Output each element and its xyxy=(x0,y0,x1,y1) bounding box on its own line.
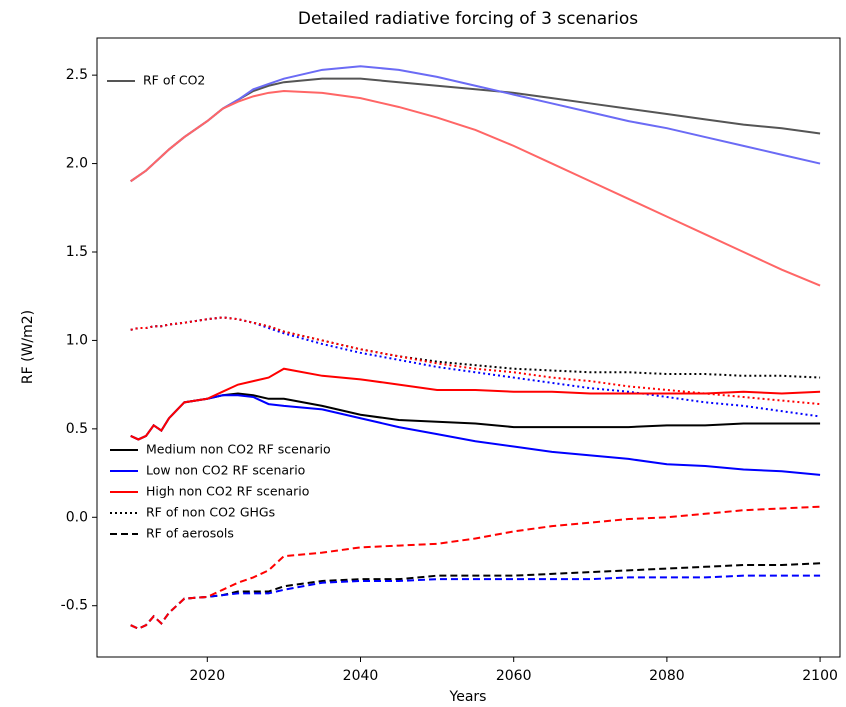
y-tick-label: 2.0 xyxy=(66,156,88,172)
legend-label: RF of CO2 xyxy=(143,73,205,88)
series-line xyxy=(130,65,821,183)
series-line xyxy=(130,505,821,630)
series-line xyxy=(130,316,821,418)
y-tick-label: 0.0 xyxy=(66,509,88,525)
y-tick-label: 0.5 xyxy=(66,421,88,437)
x-axis-label: Years xyxy=(449,689,487,705)
chart-title: Detailed radiative forcing of 3 scenario… xyxy=(298,9,638,29)
y-tick-label: -0.5 xyxy=(61,598,88,614)
x-tick-label: 2100 xyxy=(802,668,838,684)
y-axis-label: RF (W/m2) xyxy=(20,310,36,384)
legend-label: High non CO2 RF scenario xyxy=(146,484,309,499)
legend-label: Low non CO2 RF scenario xyxy=(146,463,305,478)
legend-label: Medium non CO2 RF scenario xyxy=(146,442,331,457)
series-line xyxy=(130,316,821,406)
y-tick-label: 2.5 xyxy=(66,67,88,83)
x-tick-label: 2060 xyxy=(496,668,532,684)
legend-label: RF of aerosols xyxy=(146,526,234,541)
y-tick-label: 1.0 xyxy=(66,332,88,348)
plot-frame xyxy=(96,37,841,658)
x-tick-label: 2020 xyxy=(189,668,225,684)
series-line xyxy=(130,574,821,630)
legend-label: RF of non CO2 GHGs xyxy=(146,505,275,520)
series-line xyxy=(130,90,821,287)
y-tick-label: 1.5 xyxy=(66,244,88,260)
series-line xyxy=(130,367,821,441)
x-tick-label: 2080 xyxy=(649,668,685,684)
series-line xyxy=(130,562,821,630)
series-line xyxy=(130,392,821,441)
x-tick-label: 2040 xyxy=(343,668,379,684)
